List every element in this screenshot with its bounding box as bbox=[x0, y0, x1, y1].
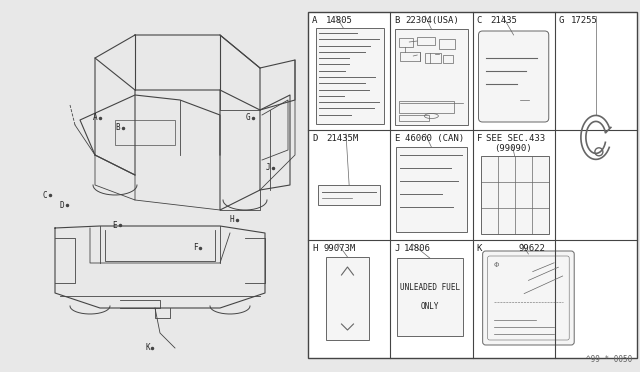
Bar bbox=[400, 52, 420, 61]
Text: A: A bbox=[312, 16, 317, 25]
Bar bbox=[326, 257, 369, 340]
Text: G: G bbox=[559, 16, 564, 25]
Text: 21435: 21435 bbox=[490, 16, 517, 25]
Text: J: J bbox=[394, 244, 399, 253]
Bar bbox=[115, 120, 175, 145]
Bar bbox=[399, 38, 413, 47]
Text: H: H bbox=[312, 244, 317, 253]
Text: H: H bbox=[230, 215, 234, 224]
Text: E: E bbox=[394, 134, 399, 143]
Bar bbox=[481, 156, 548, 234]
Bar bbox=[396, 29, 467, 125]
Text: 99622: 99622 bbox=[518, 244, 545, 253]
Bar bbox=[318, 185, 380, 205]
Text: 17255: 17255 bbox=[571, 16, 598, 25]
Text: D: D bbox=[312, 134, 317, 143]
FancyBboxPatch shape bbox=[479, 31, 548, 122]
Bar bbox=[396, 147, 467, 232]
Text: E: E bbox=[113, 221, 117, 230]
Bar bbox=[425, 53, 441, 63]
Text: K: K bbox=[477, 244, 482, 253]
Text: K: K bbox=[146, 343, 150, 353]
Text: B: B bbox=[116, 124, 120, 132]
Bar bbox=[308, 12, 637, 358]
Text: SEE SEC.433: SEE SEC.433 bbox=[486, 134, 546, 143]
Text: 14806: 14806 bbox=[404, 244, 431, 253]
Text: F: F bbox=[477, 134, 482, 143]
Bar bbox=[399, 115, 429, 121]
Text: D: D bbox=[60, 201, 64, 209]
Bar bbox=[439, 39, 455, 49]
Text: UNLEADED FUEL: UNLEADED FUEL bbox=[399, 283, 460, 292]
Text: C: C bbox=[477, 16, 482, 25]
Text: 46060 (CAN): 46060 (CAN) bbox=[405, 134, 465, 143]
Bar bbox=[399, 101, 454, 113]
Text: B: B bbox=[394, 16, 399, 25]
Text: ^99 * 0050: ^99 * 0050 bbox=[586, 355, 632, 364]
Bar bbox=[444, 55, 453, 63]
Text: (99090): (99090) bbox=[495, 144, 532, 153]
Text: Φ: Φ bbox=[493, 262, 499, 268]
Bar bbox=[316, 28, 384, 124]
Bar bbox=[417, 37, 435, 45]
Bar bbox=[397, 258, 463, 336]
FancyBboxPatch shape bbox=[483, 251, 574, 345]
Text: J: J bbox=[266, 164, 270, 173]
Text: ONLY: ONLY bbox=[420, 302, 439, 311]
Text: 14805: 14805 bbox=[326, 16, 353, 25]
Text: G: G bbox=[246, 113, 250, 122]
Text: C: C bbox=[43, 190, 47, 199]
Text: A: A bbox=[93, 113, 97, 122]
Text: 22304(USA): 22304(USA) bbox=[405, 16, 459, 25]
Text: F: F bbox=[193, 244, 197, 253]
Text: 21435M: 21435M bbox=[326, 134, 358, 143]
Text: 99073M: 99073M bbox=[324, 244, 356, 253]
